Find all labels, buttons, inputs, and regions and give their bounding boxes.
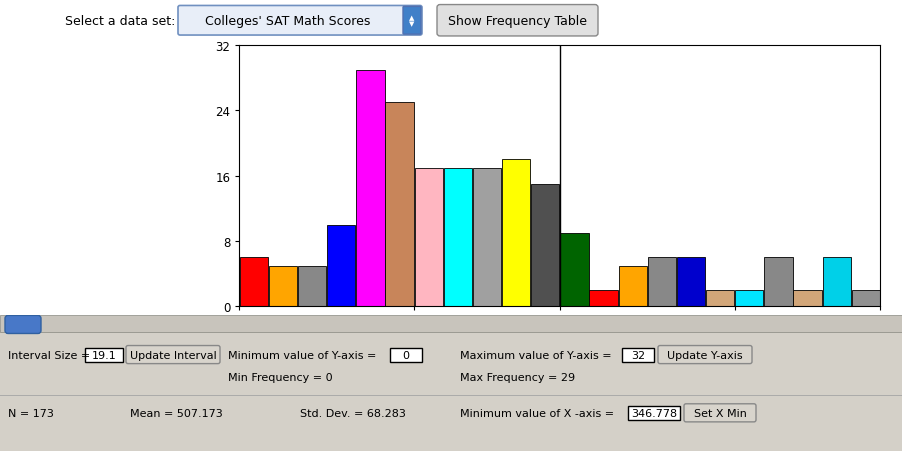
Text: 19.1: 19.1: [91, 350, 116, 360]
Bar: [414, 168, 442, 307]
Bar: [239, 258, 268, 307]
Text: Minimum value of X -axis =: Minimum value of X -axis =: [459, 408, 613, 418]
Bar: [618, 266, 646, 307]
FancyBboxPatch shape: [683, 404, 755, 422]
Bar: [502, 160, 529, 307]
Bar: [621, 348, 653, 362]
Text: Max Frequency = 29: Max Frequency = 29: [459, 372, 575, 382]
FancyBboxPatch shape: [402, 7, 420, 35]
Bar: [793, 290, 821, 307]
Bar: [627, 406, 679, 420]
Text: 346.778: 346.778: [630, 408, 676, 418]
Text: Min Frequency = 0: Min Frequency = 0: [227, 372, 332, 382]
Bar: [647, 258, 676, 307]
Bar: [589, 290, 617, 307]
Bar: [676, 258, 704, 307]
Text: Maximum value of Y-axis =: Maximum value of Y-axis =: [459, 350, 611, 360]
Bar: [298, 266, 326, 307]
Bar: [390, 348, 421, 362]
FancyBboxPatch shape: [126, 346, 220, 364]
Text: ▲
▼: ▲ ▼: [409, 15, 414, 27]
Text: Show Frequency Table: Show Frequency Table: [447, 15, 586, 28]
X-axis label: Average SAT Math Score: Average SAT Math Score: [463, 334, 656, 348]
Bar: [763, 258, 792, 307]
Bar: [327, 225, 355, 307]
Bar: [269, 266, 297, 307]
Text: Minimum value of Y-axis =: Minimum value of Y-axis =: [227, 350, 376, 360]
Text: Set X Min: Set X Min: [693, 408, 746, 418]
Bar: [851, 290, 879, 307]
Text: Update Y-axis: Update Y-axis: [667, 350, 742, 360]
Bar: [559, 233, 588, 307]
Text: N = 173: N = 173: [8, 408, 54, 418]
Text: Mean = 507.173: Mean = 507.173: [130, 408, 223, 418]
Text: 0: 0: [402, 350, 409, 360]
Bar: [473, 168, 501, 307]
Bar: [0, 316, 902, 333]
Bar: [356, 70, 384, 307]
Bar: [0, 331, 902, 451]
Bar: [822, 258, 850, 307]
Bar: [85, 348, 123, 362]
Text: 32: 32: [630, 350, 644, 360]
Text: Std. Dev. = 68.283: Std. Dev. = 68.283: [299, 408, 405, 418]
Bar: [530, 184, 559, 307]
Bar: [734, 290, 762, 307]
Text: Interval Size =: Interval Size =: [8, 350, 90, 360]
Bar: [443, 168, 472, 307]
Bar: [705, 290, 733, 307]
FancyBboxPatch shape: [658, 346, 751, 364]
FancyBboxPatch shape: [437, 5, 597, 37]
FancyBboxPatch shape: [178, 6, 421, 36]
FancyBboxPatch shape: [5, 316, 41, 334]
Text: Colleges' SAT Math Scores: Colleges' SAT Math Scores: [205, 15, 371, 28]
Text: Update Interval: Update Interval: [130, 350, 216, 360]
Bar: [385, 103, 413, 307]
Text: Select a data set:: Select a data set:: [65, 15, 175, 28]
